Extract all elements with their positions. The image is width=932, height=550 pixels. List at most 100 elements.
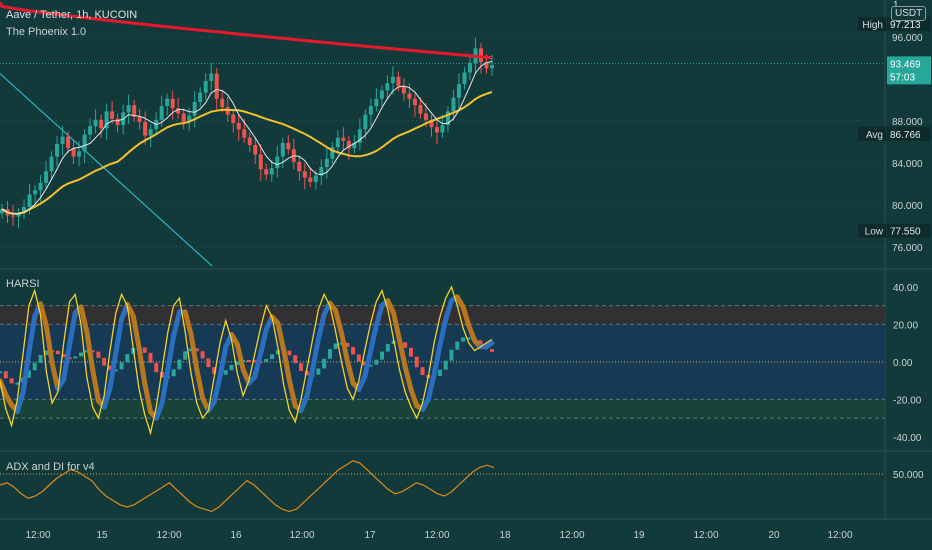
- candle[interactable]: [55, 143, 60, 157]
- ema-yellow-line[interactable]: [1, 91, 493, 215]
- candle[interactable]: [99, 119, 104, 129]
- candle[interactable]: [286, 142, 291, 150]
- candle[interactable]: [275, 156, 280, 169]
- candle[interactable]: [165, 98, 170, 107]
- candle[interactable]: [335, 137, 340, 148]
- candle[interactable]: [110, 111, 115, 119]
- candle[interactable]: [38, 182, 43, 191]
- candle[interactable]: [302, 171, 307, 178]
- candle[interactable]: [313, 175, 318, 182]
- candle[interactable]: [330, 147, 335, 159]
- last-price-box: [887, 56, 931, 85]
- candle[interactable]: [176, 108, 181, 114]
- candle[interactable]: [27, 194, 32, 208]
- candle[interactable]: [440, 125, 445, 133]
- candle[interactable]: [209, 73, 214, 81]
- candle[interactable]: [33, 190, 38, 195]
- candle[interactable]: [247, 137, 252, 146]
- candle[interactable]: [478, 48, 483, 63]
- candle[interactable]: [396, 76, 401, 87]
- candle[interactable]: [412, 98, 417, 106]
- candle[interactable]: [319, 167, 324, 176]
- candle[interactable]: [407, 93, 412, 99]
- candle[interactable]: [346, 140, 351, 149]
- candle[interactable]: [71, 148, 76, 157]
- candle[interactable]: [484, 62, 489, 69]
- candle[interactable]: [192, 101, 197, 116]
- candle[interactable]: [434, 127, 439, 133]
- candle[interactable]: [374, 98, 379, 107]
- candle[interactable]: [187, 115, 192, 122]
- candle[interactable]: [44, 171, 49, 183]
- candle[interactable]: [77, 151, 82, 157]
- candle[interactable]: [11, 215, 16, 217]
- candle[interactable]: [0, 209, 4, 214]
- currency-button[interactable]: USDT: [891, 6, 927, 21]
- candle[interactable]: [181, 113, 186, 122]
- candle[interactable]: [143, 121, 148, 136]
- candle[interactable]: [214, 73, 219, 99]
- harsi-rsi-line[interactable]: [0, 285, 493, 436]
- candle[interactable]: [341, 137, 346, 141]
- candle[interactable]: [82, 134, 87, 152]
- candle[interactable]: [280, 142, 285, 157]
- candle[interactable]: [115, 118, 120, 126]
- candle[interactable]: [445, 111, 450, 126]
- candle[interactable]: [401, 86, 406, 94]
- candle[interactable]: [324, 158, 329, 168]
- candle[interactable]: [418, 105, 423, 114]
- candle[interactable]: [357, 129, 362, 143]
- ema-white-line[interactable]: [1, 60, 493, 215]
- candle[interactable]: [137, 116, 142, 122]
- candle[interactable]: [258, 154, 263, 170]
- candle[interactable]: [379, 90, 384, 99]
- harsi-pane[interactable]: [0, 285, 495, 436]
- ema-red-line[interactable]: [0, 1, 493, 60]
- candle[interactable]: [253, 145, 258, 155]
- harsi-ribbon-segment: [20, 350, 32, 395]
- adx-line[interactable]: [0, 460, 495, 513]
- candle[interactable]: [203, 80, 208, 93]
- candle[interactable]: [385, 83, 390, 91]
- candle[interactable]: [60, 136, 65, 144]
- candle[interactable]: [456, 84, 461, 98]
- candle[interactable]: [451, 97, 456, 112]
- candle[interactable]: [390, 76, 395, 84]
- candle[interactable]: [231, 114, 236, 123]
- candle[interactable]: [490, 65, 494, 69]
- candle[interactable]: [49, 156, 54, 172]
- candle[interactable]: [242, 129, 247, 138]
- candle[interactable]: [220, 98, 225, 108]
- candle[interactable]: [126, 105, 131, 113]
- candle[interactable]: [264, 169, 269, 175]
- candle[interactable]: [132, 105, 137, 117]
- candle[interactable]: [269, 168, 274, 175]
- candle[interactable]: [236, 122, 241, 130]
- candle[interactable]: [93, 119, 98, 127]
- candle[interactable]: [198, 92, 203, 102]
- indicator-label[interactable]: The Phoenix 1.0: [6, 26, 87, 38]
- candle[interactable]: [88, 126, 93, 135]
- candle[interactable]: [352, 142, 357, 149]
- candle[interactable]: [66, 136, 71, 149]
- candle[interactable]: [297, 161, 302, 172]
- candle[interactable]: [363, 114, 368, 130]
- candle[interactable]: [104, 111, 109, 129]
- adx-pane[interactable]: [0, 460, 495, 513]
- harsi-label[interactable]: HARSI: [6, 278, 40, 290]
- adx-label[interactable]: ADX and DI for v4: [6, 461, 95, 473]
- candle[interactable]: [423, 113, 428, 120]
- candle[interactable]: [429, 119, 434, 128]
- candle[interactable]: [368, 106, 373, 115]
- candle[interactable]: [467, 63, 472, 73]
- candle[interactable]: [22, 207, 27, 214]
- candle[interactable]: [308, 177, 313, 182]
- candle[interactable]: [159, 106, 164, 120]
- candle[interactable]: [170, 98, 175, 109]
- price-pane[interactable]: [0, 1, 885, 267]
- candle[interactable]: [148, 129, 153, 136]
- candle[interactable]: [462, 72, 467, 85]
- trendline[interactable]: [0, 73, 213, 267]
- candle[interactable]: [16, 213, 21, 217]
